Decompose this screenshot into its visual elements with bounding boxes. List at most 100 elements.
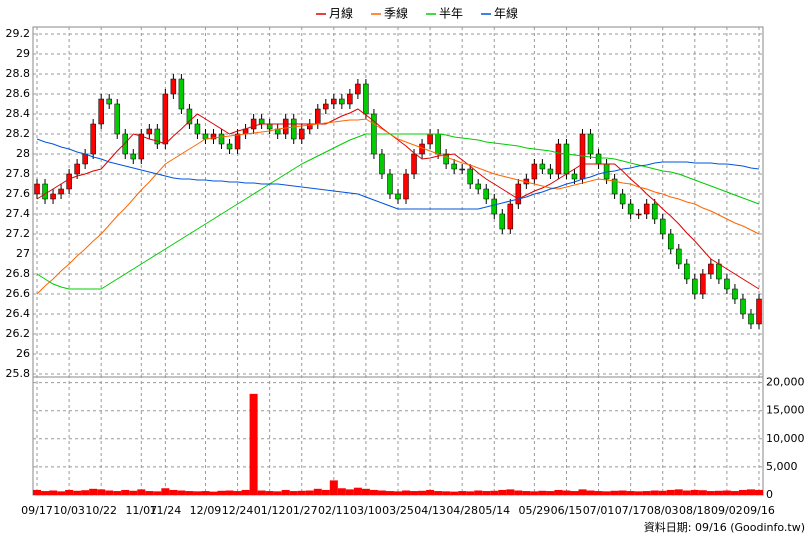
y2-tick-label: 20,000 bbox=[766, 376, 805, 389]
candle-body bbox=[748, 313, 754, 325]
volume-bar bbox=[738, 489, 747, 495]
volume-bar bbox=[345, 489, 354, 495]
volume-bar bbox=[650, 490, 659, 495]
candle-body bbox=[34, 183, 40, 195]
candle-body bbox=[210, 133, 217, 140]
volume-bar bbox=[193, 491, 202, 495]
candle-body bbox=[106, 98, 112, 105]
volume-bar bbox=[209, 491, 218, 495]
volume-bar bbox=[490, 490, 499, 495]
x-tick-label: 05/14 bbox=[478, 504, 510, 517]
candle-body bbox=[122, 133, 129, 155]
candle-body bbox=[355, 83, 361, 95]
legend-label: 半年 bbox=[439, 7, 463, 21]
candle-body bbox=[475, 183, 481, 190]
volume-bar bbox=[113, 491, 122, 495]
volume-bar bbox=[626, 491, 635, 495]
volume-bar bbox=[257, 490, 266, 495]
x-tick-label: 01/12 bbox=[254, 504, 286, 517]
candle-body bbox=[724, 278, 730, 290]
candle-body bbox=[635, 213, 642, 216]
candle-body bbox=[379, 153, 385, 175]
y-tick-label: 26.6 bbox=[6, 287, 31, 300]
volume-bar bbox=[233, 491, 242, 495]
candle-body bbox=[716, 263, 722, 280]
volume-bar bbox=[289, 491, 298, 495]
candle-body bbox=[66, 173, 72, 190]
candle-body bbox=[298, 128, 305, 140]
candle-body bbox=[443, 153, 449, 165]
y-tick-label: 26.2 bbox=[6, 327, 31, 340]
volume-bar bbox=[177, 490, 186, 495]
footer: 資料日期: 09/16 (Goodinfo.tw) bbox=[644, 520, 805, 534]
volume-bar bbox=[634, 491, 643, 495]
x-tick-label: 07/17 bbox=[615, 504, 647, 517]
volume-bar bbox=[153, 491, 162, 495]
volume-bar bbox=[466, 491, 475, 495]
candle-body bbox=[659, 218, 666, 235]
candle-body bbox=[218, 133, 225, 145]
y2-tick-label: 10,000 bbox=[766, 432, 805, 445]
candle-body bbox=[266, 123, 273, 130]
volume-bar bbox=[426, 489, 435, 495]
volume-bar bbox=[706, 491, 715, 495]
candle-body bbox=[411, 153, 417, 175]
candle-body bbox=[154, 128, 161, 145]
candle-body bbox=[331, 98, 337, 105]
volume-bar bbox=[714, 490, 723, 495]
volume-bar bbox=[442, 491, 451, 495]
candle-body bbox=[202, 133, 209, 140]
candle-body bbox=[90, 123, 96, 155]
volume-bar bbox=[698, 490, 707, 495]
candle-body bbox=[435, 133, 441, 155]
volume-bar bbox=[450, 491, 459, 495]
volume-bar bbox=[530, 491, 539, 495]
volume-bar bbox=[33, 489, 42, 495]
volume-bar bbox=[746, 489, 755, 495]
volume-bar bbox=[578, 489, 587, 495]
candle-body bbox=[555, 143, 562, 175]
candle-body bbox=[363, 83, 369, 115]
candle-body bbox=[347, 93, 353, 105]
candle-body bbox=[756, 298, 762, 325]
candle-body bbox=[467, 168, 473, 185]
candle-body bbox=[515, 183, 522, 205]
candle-body bbox=[587, 133, 594, 155]
x-tick-label: 05/29 bbox=[519, 504, 551, 517]
volume-bar bbox=[329, 480, 338, 495]
volume-bar bbox=[418, 490, 427, 495]
x-tick-label: 08/18 bbox=[679, 504, 711, 517]
volume-bar bbox=[201, 491, 210, 495]
x-tick-label: 06/15 bbox=[551, 504, 583, 517]
candle-body bbox=[531, 163, 538, 180]
volume-bar bbox=[105, 490, 114, 495]
volume-bar bbox=[145, 491, 154, 495]
volume-bar bbox=[353, 487, 362, 495]
volume-bar bbox=[514, 490, 523, 495]
volume-bar bbox=[602, 491, 611, 495]
y-tick-label: 26 bbox=[16, 347, 30, 360]
volume-bar bbox=[546, 491, 555, 495]
candle-body bbox=[74, 163, 80, 175]
x-tick-label: 09/16 bbox=[743, 504, 775, 517]
x-tick-label: 01/27 bbox=[286, 504, 318, 517]
x-tick-label: 09/17 bbox=[21, 504, 53, 517]
volume-bar bbox=[570, 491, 579, 495]
candle-body bbox=[138, 133, 145, 160]
x-tick-label: 08/03 bbox=[647, 504, 679, 517]
candle-body bbox=[459, 168, 465, 171]
volume-bar bbox=[41, 491, 50, 495]
volume-bar bbox=[754, 489, 763, 495]
volume-bar bbox=[385, 491, 394, 495]
volume-bar bbox=[217, 490, 226, 495]
candle-body bbox=[676, 248, 682, 265]
candle-body bbox=[507, 203, 514, 230]
candle-body bbox=[627, 203, 634, 215]
legend-label: 月線 bbox=[329, 6, 353, 21]
volume-bar bbox=[273, 491, 282, 495]
candle-body bbox=[315, 108, 321, 125]
candle-body bbox=[619, 193, 626, 205]
candle-body bbox=[387, 173, 393, 195]
volume-bar bbox=[658, 490, 667, 495]
volume-bar bbox=[137, 489, 146, 495]
